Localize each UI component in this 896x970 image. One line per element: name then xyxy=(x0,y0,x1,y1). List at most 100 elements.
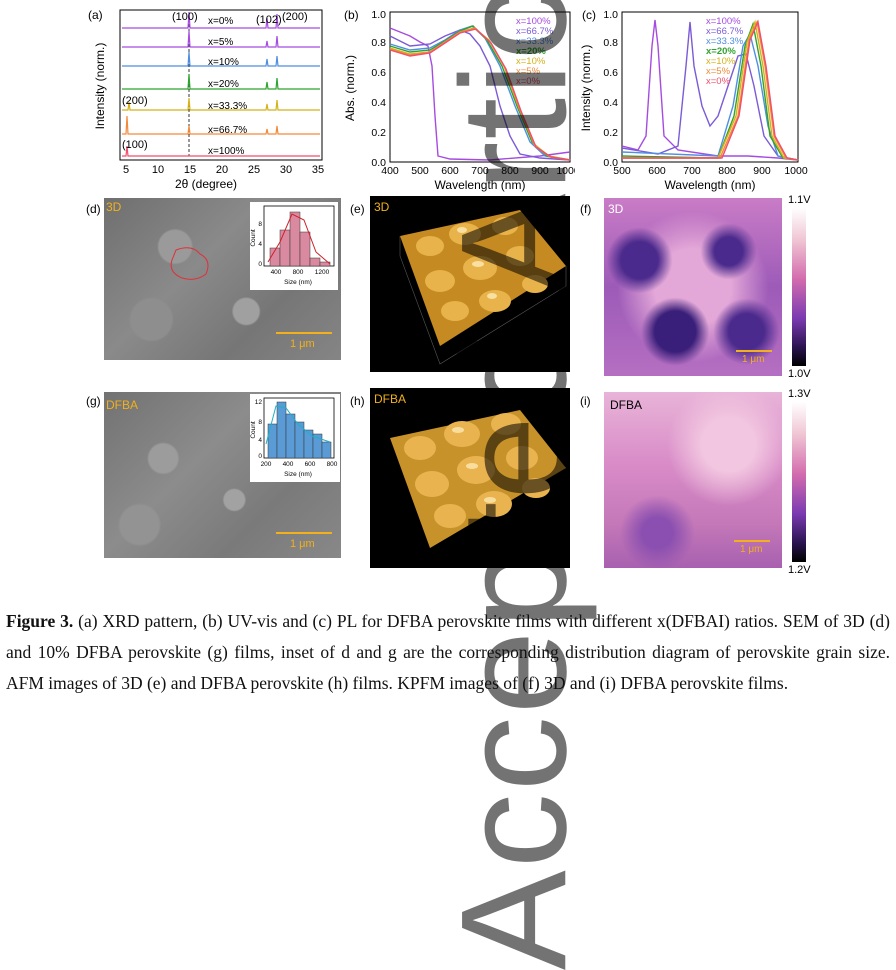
inset-ytick: 8 xyxy=(258,419,262,426)
pl-legend-x5: x=5% xyxy=(706,66,731,77)
panel-f-label: (f) xyxy=(580,202,592,216)
xrd-xtick: 25 xyxy=(248,164,260,176)
kpfm-scale-label-dfba: 1 μm xyxy=(740,544,763,555)
pl-series-x100 xyxy=(621,19,799,161)
pl-xtick: 900 xyxy=(753,165,771,177)
panel-a-label: (a) xyxy=(88,8,103,22)
uvvis-series-x100 xyxy=(389,27,571,161)
xrd-series-x5 xyxy=(122,30,320,48)
kpfm-image-3d: 3D 1 μm xyxy=(604,198,782,376)
xrd-peak-200b: (200) xyxy=(122,95,148,107)
inset-ylabel: Count xyxy=(250,421,257,439)
sem-inset-histogram-dfba: 200 400 600 800 Size (nm) 0 4 8 12 Count xyxy=(250,394,340,482)
pl-series-x10 xyxy=(622,19,799,161)
kpfm-image-dfba: DFBA 1 μm xyxy=(604,392,782,568)
xrd-xtick: 10 xyxy=(152,164,164,176)
inset-ytick: 4 xyxy=(258,437,262,444)
xrd-label-x333: x=33.3% xyxy=(208,101,247,112)
uvvis-xtick: 500 xyxy=(411,165,429,177)
afm-surface-3d xyxy=(399,210,567,365)
uvvis-xtick: 400 xyxy=(381,165,399,177)
panel-d-label: (d) xyxy=(86,202,101,216)
pl-series-x5 xyxy=(622,19,799,161)
uvvis-axes-frame xyxy=(389,11,571,163)
pl-series-x667 xyxy=(621,21,799,161)
pl-xtick: 700 xyxy=(683,165,701,177)
scale-label-dfba: 1 μm xyxy=(290,538,315,550)
uvvis-legend-x20: x=20% xyxy=(516,46,546,57)
pl-legend-x100: x=100% xyxy=(706,16,741,27)
uvvis-ytick: 0.4 xyxy=(371,97,386,109)
uvvis-legend-x333: x=33.3% xyxy=(516,36,554,47)
figure-number: Figure 3. xyxy=(6,611,74,631)
sem-inset-histogram-3d: 400 800 1200 Size (nm) 0 4 8 Count xyxy=(250,202,338,290)
uvvis-xtick: 900 xyxy=(531,165,549,177)
panel-h-label: (h) xyxy=(350,394,365,408)
xrd-series-x10 xyxy=(122,51,320,67)
uvvis-series-x0 xyxy=(389,28,571,161)
uvvis-ytick: 1.0 xyxy=(371,9,386,21)
inset-ytick: 8 xyxy=(258,221,262,228)
kpfm-colorbar-dfba xyxy=(792,402,806,562)
uvvis-xlabel: Wavelength (nm) xyxy=(435,178,526,192)
pl-ytick: 0.4 xyxy=(603,97,618,109)
afm-tag-3d: 3D xyxy=(374,200,390,214)
pl-xtick: 600 xyxy=(648,165,666,177)
xrd-label-x20: x=20% xyxy=(208,79,239,90)
pl-legend-x10: x=10% xyxy=(706,56,736,67)
pl-ytick: 0.0 xyxy=(603,157,618,169)
xrd-peak-100b: (100) xyxy=(122,139,148,151)
xrd-xlabel: 2θ (degree) xyxy=(175,177,237,191)
uvvis-ytick: 0.0 xyxy=(371,157,386,169)
kpfm-cbar-top-dfba: 1.3V xyxy=(788,388,811,400)
uvvis-ytick: 0.6 xyxy=(371,67,386,79)
xrd-series-x20 xyxy=(122,73,320,90)
xrd-label-x0: x=0% xyxy=(208,16,233,27)
panel-g-label: (g) xyxy=(86,394,101,408)
uvvis-xtick: 800 xyxy=(501,165,519,177)
inset-xtick: 1200 xyxy=(315,269,330,276)
afm-image-3d: 3D xyxy=(370,196,570,372)
uvvis-legend-x10: x=10% xyxy=(516,56,546,67)
pl-xtick: 800 xyxy=(718,165,736,177)
scale-bar-3d xyxy=(276,332,332,334)
xrd-label-x667: x=66.7% xyxy=(208,125,247,136)
pl-axes-frame xyxy=(621,11,799,163)
panel-b-uvvis: (b) x=100% x=66.7% x=33.3% x=20% x=10% x… xyxy=(340,6,580,196)
inset-xtick: 400 xyxy=(283,461,294,468)
inset-xtick: 800 xyxy=(293,269,304,276)
kpfm-tag-3d: 3D xyxy=(608,202,624,216)
uvvis-xtick: 600 xyxy=(441,165,459,177)
kpfm-tag-dfba: DFBA xyxy=(610,398,643,412)
pl-legend-x333: x=33.3% xyxy=(706,36,744,47)
kpfm-cbar-bottom-dfba: 1.2V xyxy=(788,564,811,576)
pl-series-x0 xyxy=(622,19,799,161)
xrd-peak-102: (102) xyxy=(256,14,282,26)
inset-xtick: 200 xyxy=(261,461,272,468)
sem-image-3d: 3D 400 800 1200 Size (nm) 0 4 8 Cou xyxy=(104,198,341,360)
xrd-series-x100 xyxy=(122,145,320,157)
pl-xtick: 1000 xyxy=(784,165,808,177)
xrd-peak-200: (200) xyxy=(282,11,308,23)
panel-e-label: (e) xyxy=(350,202,365,216)
uvvis-ytick: 0.8 xyxy=(371,37,386,49)
uvvis-legend-x100: x=100% xyxy=(516,16,551,27)
inset-ylabel: Count xyxy=(250,229,257,247)
kpfm-cbar-bottom-3d: 1.0V xyxy=(788,368,811,380)
xrd-axes-frame xyxy=(119,9,323,161)
uvvis-xtick: 1000 xyxy=(556,165,575,177)
uvvis-legend-x0: x=0% xyxy=(516,76,541,87)
scale-bar-dfba xyxy=(276,532,332,534)
grain-outline xyxy=(170,247,209,280)
xrd-label-x5: x=5% xyxy=(208,37,233,48)
xrd-label-x10: x=10% xyxy=(208,57,239,68)
xrd-chart: (100) (102) (200) (200) (100) x=0% x=5% … xyxy=(93,9,324,191)
inset-ytick: 12 xyxy=(255,399,263,406)
sem-tag-dfba: DFBA xyxy=(106,398,139,412)
caption-text: (a) XRD pattern, (b) UV-vis and (c) PL f… xyxy=(6,611,890,693)
inset-ytick: 0 xyxy=(258,261,262,268)
xrd-xtick: 5 xyxy=(123,164,129,176)
inset-xlabel: Size (nm) xyxy=(284,471,312,478)
pl-legend-x0: x=0% xyxy=(706,76,731,87)
panel-a-xrd: (a) (100) (102) (200) (200) (100) x=0% x… xyxy=(86,6,326,196)
